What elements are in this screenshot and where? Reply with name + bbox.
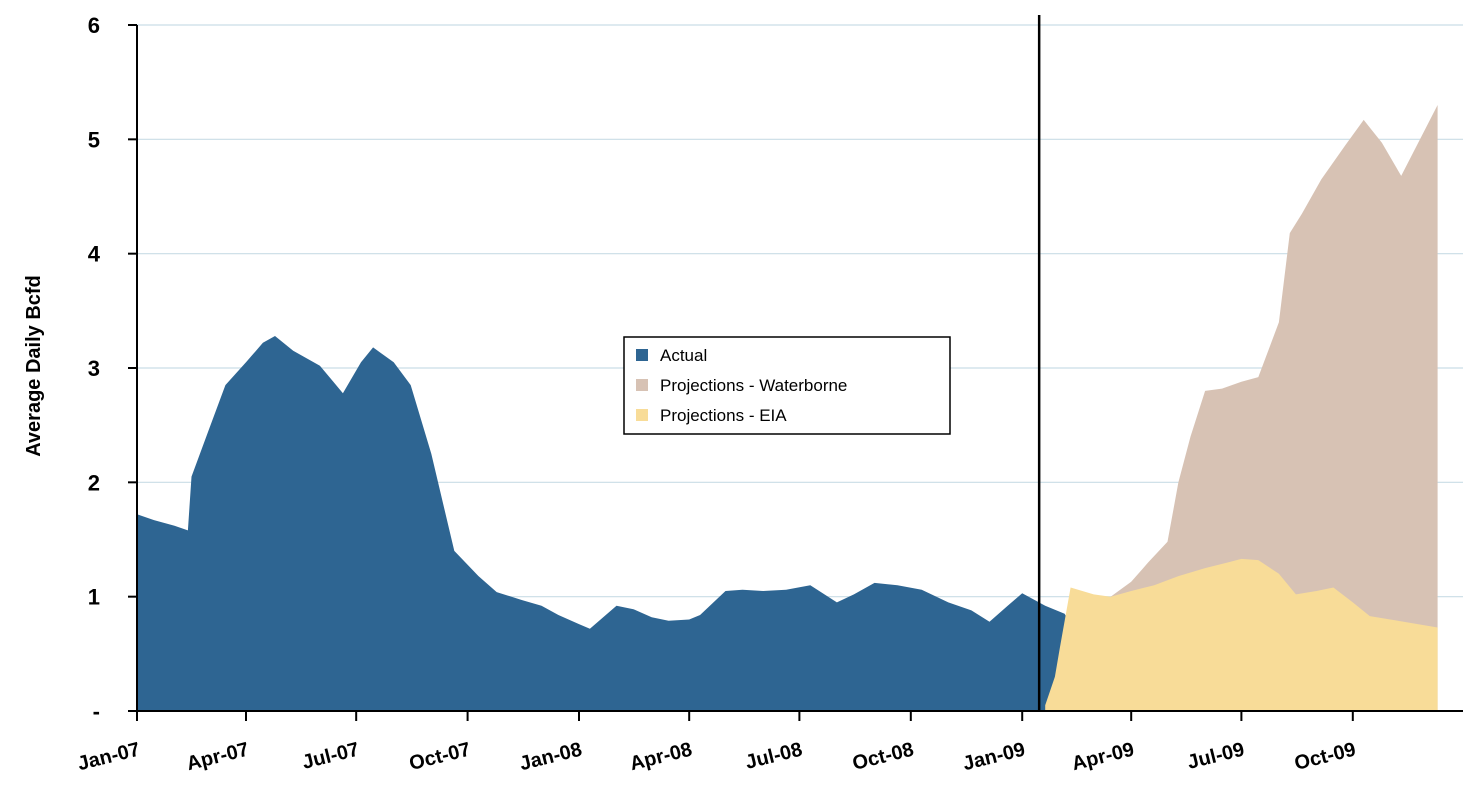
area-waterborne [1082,105,1438,711]
x-tick-label: Jul-09 [1185,739,1246,774]
x-tick-label: Jan-08 [517,739,584,776]
x-ticks: Jan-07 Apr-07 Jul-07 Oct-07 Jan-08 Apr-08 Jul-… [75,711,1358,775]
y-tick-label: - [93,699,100,724]
x-tick-label: Apr-08 [628,739,695,776]
x-tick-label: Jan-09 [961,739,1028,776]
x-tick-label: Jul-08 [743,739,804,774]
x-tick-label: Oct-07 [407,739,473,775]
legend-swatch-waterborne [636,379,648,391]
legend-swatch-actual [636,349,648,361]
y-ticks: - 1 2 3 4 5 6 [88,13,137,724]
y-axis-title: Average Daily Bcfd [23,275,45,457]
legend-swatch-eia [636,409,648,421]
legend-label-waterborne: Projections - Waterborne [660,376,847,395]
x-tick-label: Oct-09 [1292,739,1358,775]
y-tick-label: 1 [88,585,100,610]
y-tick-label: 5 [88,127,100,152]
legend-label-actual: Actual [660,346,707,365]
legend: Actual Projections - Waterborne Projecti… [623,336,951,435]
x-tick-label: Apr-07 [184,739,251,776]
x-tick-label: Jul-07 [300,739,361,774]
y-tick-label: 4 [88,242,101,267]
series-areas [137,105,1438,711]
x-tick-label: Oct-08 [850,739,916,775]
area-eia [1045,558,1438,711]
x-tick-label: Apr-09 [1070,739,1137,776]
y-tick-label: 2 [88,470,100,495]
x-tick-label: Jan-07 [75,739,142,776]
y-tick-label: 6 [88,13,100,38]
y-tick-label: 3 [88,356,100,381]
legend-label-eia: Projections - EIA [660,406,787,425]
area-actual [137,336,1089,711]
legend-box [623,336,951,435]
